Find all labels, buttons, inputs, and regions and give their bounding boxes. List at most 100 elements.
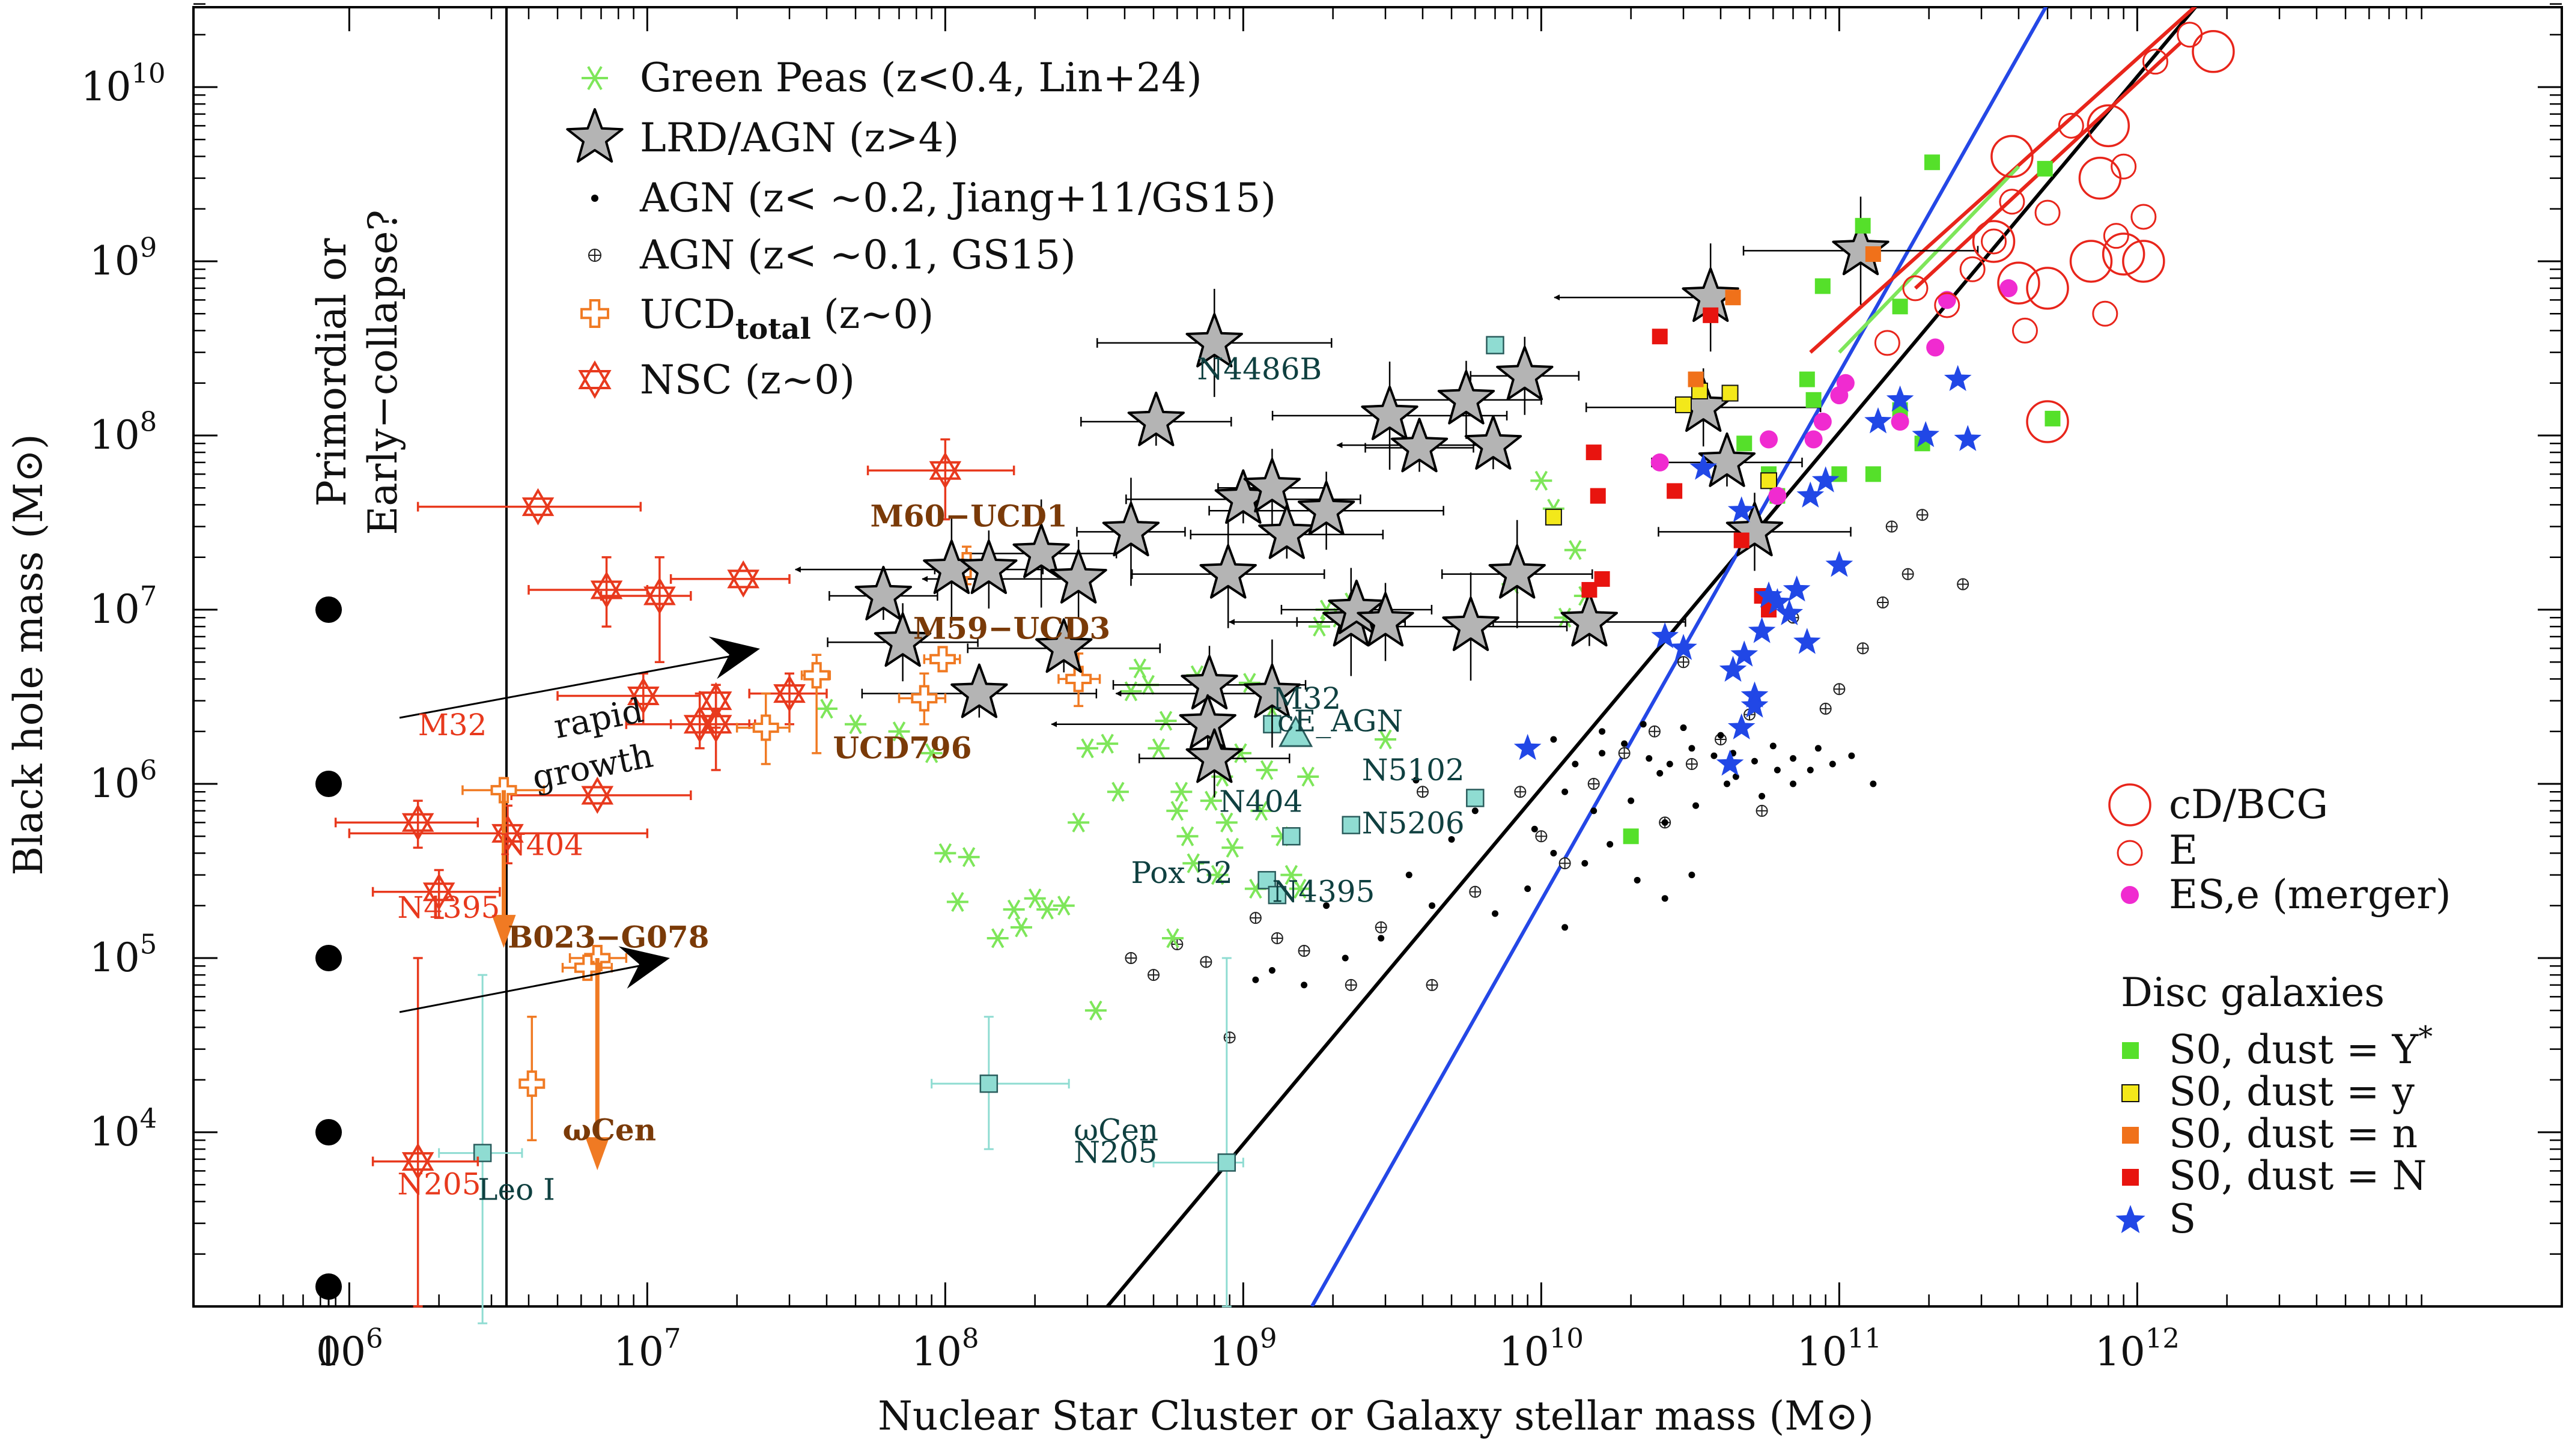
spiral-star-point: [1748, 617, 1776, 643]
lrd-star-point: [1357, 592, 1414, 647]
agn-dot-point: [1634, 876, 1641, 884]
agn-dot-point: [1405, 872, 1412, 879]
green-pea-point: [1375, 729, 1396, 750]
legend-agn-cross-label: AGN (z< ∼0.1, GS15): [639, 232, 1076, 278]
agn-dot-point: [1661, 819, 1668, 826]
nsc-hexagram-point: [627, 677, 660, 715]
lrd-star-point: [1035, 618, 1093, 673]
s0-dust-Y-point: [1623, 828, 1639, 845]
agn-crosscircle-point: [1558, 857, 1571, 870]
agn-crosscircle-point: [1375, 921, 1387, 933]
agn-dot-point: [1524, 885, 1531, 893]
green-pea-point: [987, 928, 1009, 948]
agn-dot-point: [1723, 780, 1730, 787]
lrd-star-point: [1243, 458, 1301, 513]
es-merger-point: [1938, 291, 1956, 309]
data-marks: [315, 22, 2235, 1324]
legend-s0-y-icon: [2121, 1084, 2139, 1102]
lrd-star-point: [1102, 502, 1160, 557]
agn-dot-point: [1751, 757, 1758, 765]
cyan-errorbar: [931, 1016, 1070, 1150]
nsc-hexagram-point: [590, 571, 623, 609]
lrd-star-point: [1050, 548, 1107, 604]
lrd-star-point: [1199, 544, 1257, 599]
legend-agn-cross-icon: [588, 249, 601, 262]
ucd-cross-point: [490, 777, 517, 804]
agn-dot-point: [1717, 732, 1724, 739]
green-pea-point: [1162, 928, 1184, 948]
agn-crosscircle-point: [1957, 578, 1969, 590]
agn-dot-point: [1732, 773, 1739, 780]
e-circle-point: [2092, 300, 2118, 327]
plot-frame: [192, 6, 2563, 1308]
es-merger-point: [1999, 279, 2018, 297]
e-circle-point: [1902, 275, 1929, 302]
s0-dust-y-point: [1545, 508, 1562, 526]
x-tick-label: 109: [1209, 1322, 1277, 1375]
agn-dot-point: [1688, 745, 1695, 752]
legend-s0-y-label: S0, dust = y: [2169, 1069, 2415, 1115]
e-circle-point: [2103, 223, 2129, 249]
ucd-cross-point: [752, 714, 779, 741]
green-pea-point: [1077, 738, 1098, 759]
green-pea-point: [1530, 470, 1552, 491]
green-pea-point: [1024, 888, 1046, 909]
spiral-star-point: [1763, 588, 1792, 614]
axes-frame: 106 107 108 109 1010 1011 1012 0 104 105 106 107 108…: [5, 3, 2563, 1439]
nsc-errorbar: [600, 556, 692, 664]
s0-dust-Y-point: [1814, 278, 1831, 294]
agn-dot-point: [1378, 935, 1385, 942]
agn-dot-point: [1550, 736, 1557, 743]
green-pea-point: [1297, 766, 1319, 787]
s0-dust-Y-point: [2037, 160, 2053, 177]
agn-crosscircle-point: [1469, 885, 1482, 898]
ucd-cross-point: [911, 685, 938, 712]
legend-agn-dot-label: AGN (z< ∼0.2, Jiang+11/GS15): [639, 175, 1276, 221]
legend-e-icon: [2117, 840, 2143, 866]
rapid-growth-arrow-upper-head: [708, 636, 760, 679]
agn-crosscircle-point: [1345, 978, 1357, 991]
spiral-star-point: [1719, 655, 1747, 682]
rapid-growth-arrow-upper-shaft: [399, 653, 743, 719]
agn-dot-point: [1599, 750, 1606, 757]
spiral-star-point: [1864, 407, 1892, 434]
legend-s0-n-icon: [2122, 1127, 2139, 1144]
s0-dust-Y-point: [2045, 410, 2061, 426]
spiral-star-point: [1825, 551, 1853, 577]
lrd-star-point: [1012, 523, 1070, 578]
primordial-dot: [315, 1273, 342, 1300]
e-circle-point: [1999, 189, 2025, 215]
primordial-dot: [315, 1119, 342, 1145]
legend-agn-dot-icon: [591, 195, 598, 202]
x-tick-label: 107: [613, 1322, 681, 1375]
lrd-star-point: [1328, 580, 1385, 634]
annotation-label: Pox 52: [1131, 855, 1232, 890]
agn-crosscircle-point: [1876, 596, 1889, 608]
primordial-dot: [315, 945, 342, 971]
agn-crosscircle-point: [1833, 683, 1846, 696]
annotation-label: N404: [500, 828, 583, 863]
agn-dot-point: [1531, 825, 1538, 833]
zero-column-label-line1: Primordial or: [309, 238, 355, 506]
agn-crosscircle-point: [1587, 778, 1600, 790]
green-pea-point: [1256, 760, 1278, 780]
e-circle-point: [2142, 49, 2168, 75]
s0-dust-N-point: [1652, 329, 1668, 345]
y-tick-label: 104: [90, 1102, 157, 1155]
lrd-star-point: [1390, 417, 1449, 473]
spiral-star-point: [1651, 622, 1679, 649]
nsc-hexagram-point: [773, 675, 806, 712]
agn-dot-point: [1448, 836, 1455, 843]
green-pea-point: [1068, 812, 1090, 833]
legend-e-label: E: [2169, 827, 2198, 873]
agn-dot-point: [1412, 777, 1420, 784]
lrd-star-point: [1243, 663, 1301, 718]
zero-column-label-line2: Early−collapse?: [360, 210, 406, 535]
agn-dot-point: [1646, 755, 1653, 762]
cyan-square-point: [1466, 789, 1485, 807]
nsc-errorbar: [669, 574, 791, 584]
green-pea-point: [1148, 738, 1170, 759]
cd-bcg-circle-point: [2078, 156, 2122, 200]
green-pea-point: [1107, 781, 1129, 802]
